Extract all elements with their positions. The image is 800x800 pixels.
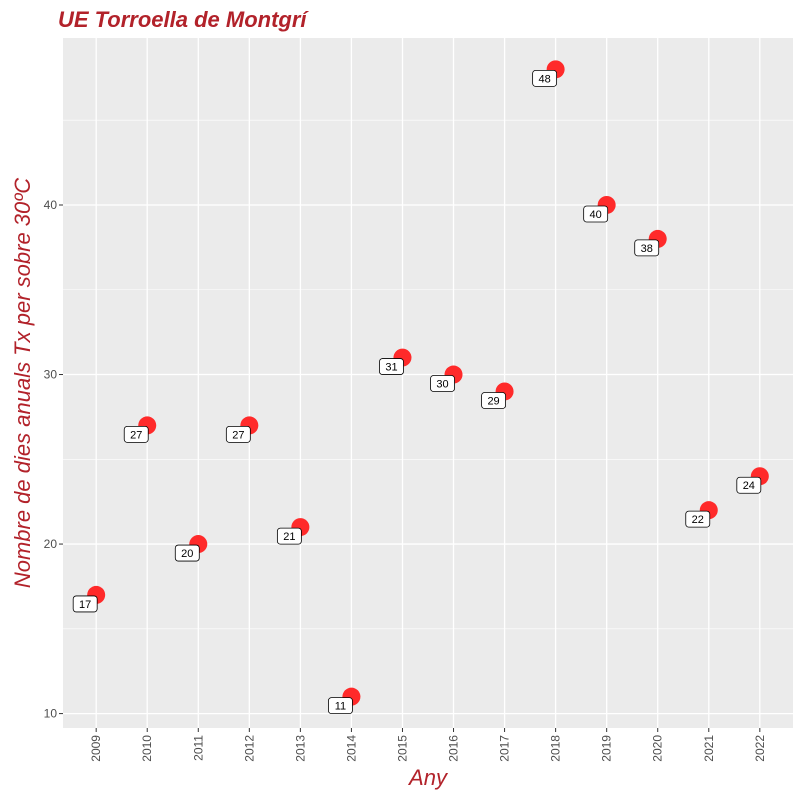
- data-label-box: [634, 239, 660, 257]
- data-label: 31: [379, 358, 404, 375]
- data-label-box: [328, 697, 353, 715]
- data-label-text: 27: [232, 429, 244, 441]
- x-tick-label: 2017: [498, 735, 512, 762]
- minor-grid: [63, 119, 793, 630]
- x-tick-label: 2020: [651, 735, 665, 762]
- y-axis-title: Nombre de dies anuals Tx per sobre 30ºC: [10, 178, 35, 588]
- x-tick-label: 2016: [447, 735, 461, 762]
- data-label-text: 40: [590, 209, 602, 221]
- x-tick-label: 2022: [753, 735, 767, 762]
- data-label-text: 21: [283, 531, 295, 543]
- y-axis: 10 20 30 40: [44, 198, 63, 721]
- data-label: 21: [276, 527, 302, 545]
- data-label: 30: [430, 375, 455, 392]
- plot-panel: [63, 38, 793, 728]
- data-label-text: 30: [436, 379, 448, 391]
- x-axis: 2009 2010 2011 2012 2013 2014 2015 2016 2017 2018…: [89, 728, 767, 762]
- y-tick-label: 10: [44, 707, 58, 721]
- x-tick-label: 2014: [344, 735, 358, 762]
- x-tick-label: 2010: [140, 735, 154, 762]
- data-label-box: [225, 425, 251, 443]
- y-tick-label: 40: [44, 198, 58, 212]
- data-label-box: [276, 527, 302, 545]
- x-tick-label: 2011: [191, 735, 205, 761]
- data-label: 17: [72, 595, 98, 613]
- x-tick-label: 2015: [395, 735, 409, 762]
- data-label: 24: [736, 476, 762, 494]
- data-label-text: 22: [692, 514, 704, 526]
- data-label-text: 11: [335, 701, 346, 713]
- data-labels: 17 27 20 27 21 11 31 30 29 48 40 38 22 24: [72, 69, 762, 715]
- x-tick-label: 2012: [242, 735, 256, 762]
- data-label: 48: [532, 69, 558, 87]
- data-label-box: [583, 205, 609, 223]
- data-label-box: [532, 69, 558, 87]
- x-tick-label: 2021: [702, 735, 716, 762]
- data-label-box: [481, 392, 506, 409]
- data-label: 22: [685, 510, 711, 528]
- data-label-text: 17: [79, 599, 91, 611]
- data-label-box: [736, 476, 762, 494]
- y-tick-label: 30: [44, 368, 58, 382]
- data-label-text: 38: [641, 243, 653, 255]
- data-label-box: [123, 425, 149, 443]
- data-label-box: [685, 510, 711, 528]
- x-tick-label: 2009: [89, 735, 103, 762]
- data-label-text: 20: [181, 548, 193, 560]
- chart-title: UE Torroella de Montgrí: [58, 7, 309, 32]
- data-label: 20: [174, 544, 200, 562]
- x-tick-label: 2018: [549, 735, 563, 762]
- data-label-box: [379, 358, 404, 375]
- data-label: 27: [123, 425, 149, 443]
- data-label-box: [72, 595, 98, 613]
- x-axis-title: Any: [407, 765, 449, 790]
- data-label-box: [174, 544, 200, 562]
- x-tick-label: 2019: [600, 735, 614, 762]
- data-label: 11: [328, 697, 353, 715]
- major-grid: [63, 38, 793, 728]
- data-label: 38: [634, 239, 660, 257]
- x-tick-label: 2013: [293, 735, 307, 762]
- data-label: 29: [481, 392, 506, 409]
- data-label: 27: [225, 425, 251, 443]
- data-label-text: 24: [743, 480, 755, 492]
- data-label-text: 31: [385, 362, 397, 374]
- data-label-box: [430, 375, 455, 392]
- data-label-text: 29: [487, 395, 499, 407]
- data-label-text: 48: [538, 73, 550, 85]
- y-tick-label: 20: [44, 537, 58, 551]
- data-label-text: 27: [130, 429, 142, 441]
- data-label: 40: [583, 205, 609, 223]
